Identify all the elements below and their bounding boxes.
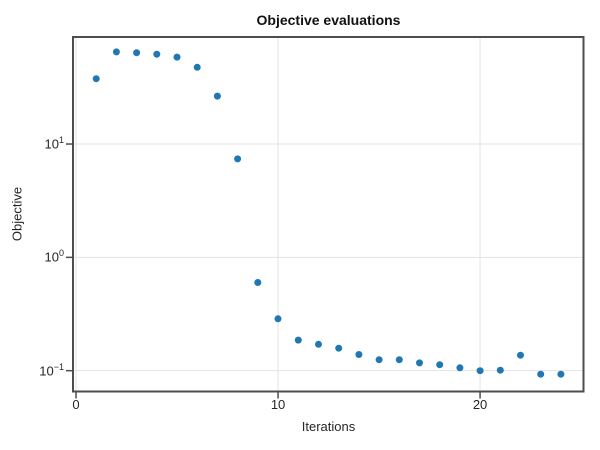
data-point (355, 351, 363, 358)
chart-title: Objective evaluations (256, 12, 401, 28)
y-tick-label: 100 (44, 248, 64, 265)
data-point (517, 351, 524, 359)
data-point (213, 92, 221, 100)
data-point (112, 48, 120, 56)
data-point (375, 356, 383, 364)
y-tick-label: 101 (44, 135, 64, 152)
data-point (496, 366, 504, 374)
x-tick-label: 10 (270, 397, 286, 412)
data-point (335, 344, 343, 352)
data-point (557, 370, 565, 378)
data-point (153, 50, 161, 58)
y-axis-label-text: Objective (9, 186, 25, 242)
data-point (476, 367, 484, 375)
data-point (436, 361, 444, 369)
data-point (234, 155, 242, 163)
data-point (274, 315, 282, 323)
data-point (133, 49, 141, 57)
data-point (456, 364, 464, 372)
data-point (193, 63, 201, 71)
x-axis-label: Iterations (301, 419, 356, 434)
data-point (173, 53, 181, 61)
x-tick-label: 20 (472, 397, 488, 412)
y-tick-label: 10−1 (39, 361, 64, 378)
data-point (395, 356, 403, 364)
data-point (315, 340, 322, 348)
data-point (254, 279, 262, 286)
data-point (416, 359, 423, 367)
plot-frame (72, 36, 585, 393)
data-point (294, 336, 302, 344)
data-point (92, 75, 100, 83)
data-point (537, 370, 545, 378)
x-tick-label: 0 (72, 397, 80, 412)
